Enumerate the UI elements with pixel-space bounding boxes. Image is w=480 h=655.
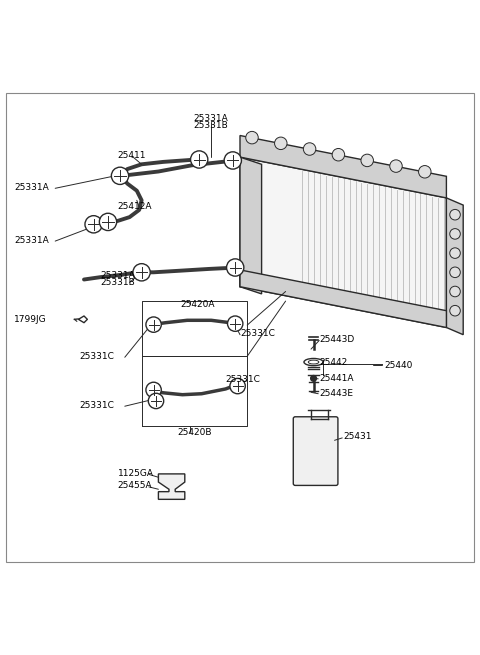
Circle shape [450,305,460,316]
Circle shape [85,215,102,233]
Text: 1125GA: 1125GA [118,469,154,478]
Circle shape [133,264,150,281]
Circle shape [303,143,316,155]
Text: 25331B: 25331B [194,121,228,130]
Text: 25331C: 25331C [79,401,114,410]
Circle shape [332,149,345,161]
Text: 25331C: 25331C [79,352,114,361]
Circle shape [99,214,117,231]
Text: 25331C: 25331C [240,329,275,338]
Text: 25440: 25440 [384,361,412,370]
Ellipse shape [304,358,323,365]
Text: 25441A: 25441A [319,375,354,383]
Circle shape [191,151,208,168]
Circle shape [450,210,460,220]
Text: 25420B: 25420B [178,428,212,437]
Circle shape [390,160,402,172]
Polygon shape [240,157,262,294]
Circle shape [450,229,460,239]
Text: 25443D: 25443D [319,335,354,344]
Polygon shape [240,270,446,328]
Polygon shape [240,136,446,198]
Circle shape [227,259,244,276]
Text: 25443E: 25443E [319,389,353,398]
Polygon shape [158,474,185,499]
Text: 1799JG: 1799JG [14,315,47,324]
FancyBboxPatch shape [293,417,338,485]
Circle shape [311,375,316,381]
Circle shape [146,383,161,398]
Circle shape [146,317,161,332]
Text: 25455A: 25455A [118,481,152,491]
Text: 25412A: 25412A [118,202,152,210]
Text: 25431: 25431 [343,432,372,441]
Text: 25331A: 25331A [14,236,49,244]
Text: 25331A: 25331A [194,114,228,123]
Circle shape [450,267,460,278]
Circle shape [450,248,460,258]
Circle shape [361,154,373,166]
Circle shape [224,152,241,169]
Text: 25331C: 25331C [226,375,261,384]
Text: 25442: 25442 [319,358,348,367]
Circle shape [148,393,164,409]
Circle shape [111,167,129,185]
Text: 25331A: 25331A [100,271,135,280]
Polygon shape [240,157,446,328]
Circle shape [230,379,245,394]
Circle shape [246,132,258,144]
Text: 25331B: 25331B [100,278,135,287]
Polygon shape [446,198,463,335]
Text: 25411: 25411 [118,151,146,160]
Circle shape [419,166,431,178]
Circle shape [228,316,243,331]
Ellipse shape [308,360,319,364]
Text: 25420A: 25420A [180,300,215,309]
Circle shape [450,286,460,297]
Circle shape [275,137,287,149]
Text: 25331A: 25331A [14,183,49,192]
